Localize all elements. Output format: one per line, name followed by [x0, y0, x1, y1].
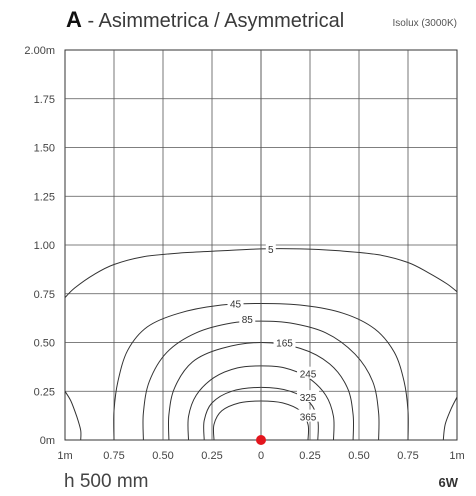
y-tick-label: 2.00m [24, 45, 55, 57]
contour-label-mask [265, 241, 276, 254]
title-letter: A [66, 7, 82, 32]
x-tick-label: 0.25 [201, 450, 222, 462]
contour-label-mask [297, 390, 320, 403]
source-dot [256, 435, 266, 445]
isolux-contour-line [64, 391, 82, 441]
x-tick-label: 0.25 [299, 450, 320, 462]
contour-label: 245 [300, 370, 317, 381]
x-tick-label: 1m [57, 450, 72, 462]
contour-label-mask [227, 296, 244, 309]
x-tick-label: 0 [258, 450, 264, 462]
x-tick-label: 1m [449, 450, 464, 462]
y-tick-label: 1.00 [34, 240, 55, 252]
x-tick-labels: 1m 0.75 0.50 0.25 0 0.25 0.50 0.75 1m [57, 450, 464, 462]
contour-label-mask [297, 409, 320, 422]
x-tick-label: 0.75 [397, 450, 418, 462]
contour-label-mask [297, 366, 320, 379]
x-tick-label: 0.50 [152, 450, 173, 462]
y-tick-labels: 0m 0.25 0.50 0.75 1.00 1.25 1.50 1.75 2.00m [24, 45, 55, 447]
light-source-point [256, 50, 266, 445]
contour-label-mask [273, 335, 296, 348]
contour-label: 5 [268, 245, 274, 256]
isolux-contour-line [442, 396, 458, 441]
contour-label: 165 [276, 339, 293, 350]
power-label: 6W [439, 475, 459, 490]
contour-label: 45 [230, 300, 242, 311]
contour-label: 85 [242, 315, 254, 326]
x-tick-label: 0.75 [103, 450, 124, 462]
x-tick-label: 0.50 [348, 450, 369, 462]
y-tick-label: 0m [40, 435, 55, 447]
y-tick-label: 0.25 [34, 386, 55, 398]
y-tick-label: 1.25 [34, 191, 55, 203]
y-tick-label: 0.50 [34, 338, 55, 350]
y-tick-label: 1.75 [34, 94, 55, 106]
chart-title: A - Asimmetrica / Asymmetrical [66, 7, 344, 32]
chart-subtitle: Isolux (3000K) [393, 18, 457, 29]
title-text: - Asimmetrica / Asymmetrical [82, 10, 344, 32]
y-tick-label: 1.50 [34, 143, 55, 155]
contour-label: 325 [300, 393, 317, 404]
mounting-height-label: h 500 mm [64, 471, 148, 492]
y-tick-label: 0.75 [34, 289, 55, 301]
contour-label: 365 [300, 413, 317, 424]
contour-label-mask [239, 312, 256, 325]
